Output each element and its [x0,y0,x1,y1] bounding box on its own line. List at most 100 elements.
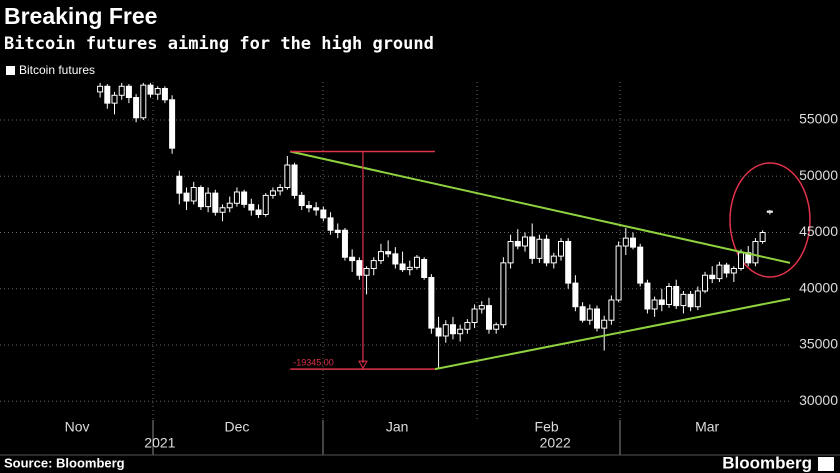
candle-body [320,209,327,219]
candle-body [370,260,377,269]
candle-body [219,207,226,213]
candle-body [673,285,680,307]
candle-body [500,262,507,326]
candle-body [637,246,644,284]
candle-body [608,299,615,321]
candle-body [104,85,111,104]
candle-body [413,256,420,268]
x-tick-label: Mar [695,419,719,435]
x-tick-label: Feb [535,419,559,435]
candle-body [125,85,132,99]
chart-title: Breaking Free [4,3,157,29]
candle-body [298,194,305,207]
x-tick-label: Jan [386,419,409,435]
candle-body [615,245,622,301]
candle-body [428,276,435,329]
candle-body [356,260,363,276]
y-tick-label: 40000 [799,279,838,295]
candle-body [277,187,284,192]
source: Source: Bloomberg [4,455,125,470]
candle-body [385,251,392,255]
candle-body [334,229,341,233]
candle-body [644,282,651,310]
y-tick-label: 30000 [799,392,838,408]
candle-body [327,217,334,231]
candle-body [442,324,449,337]
candle-body [183,192,190,202]
candle-body [738,252,745,269]
chart-subtitle: Bitcoin futures aiming for the high grou… [4,34,434,54]
candle-body [140,84,147,119]
candle-body [284,164,291,189]
candle-body [586,308,593,321]
candle-body [197,187,204,208]
candle-body [363,267,370,276]
y-tick-label: 55000 [799,111,838,127]
candle-body [550,255,557,264]
brand-icon [818,457,834,471]
candle-body [557,240,564,257]
year-label: 2021 [144,435,175,451]
candle-body [521,236,528,247]
candle-body [161,88,168,101]
candle-body [536,238,543,259]
candle-body [658,299,665,305]
candle-body [594,308,601,329]
candle-body [133,97,140,119]
candle-body [730,267,737,274]
candle-body [565,240,572,284]
candle-body [111,94,118,104]
measure-label: -19345.00 [293,357,334,367]
candle-body [694,290,701,308]
candle-body [248,203,255,211]
candle-body [543,238,550,264]
measure-arrow [358,360,368,370]
candle-body [449,324,456,335]
candle-body [457,328,464,335]
candle-body [478,305,485,310]
legend-swatch [6,66,15,75]
legend-label: Bitcoin futures [19,63,95,77]
candle-body [572,282,579,308]
candle-body [485,305,492,330]
candle-body [622,237,629,247]
candle-body [601,319,608,329]
trendline [434,297,791,371]
candle-body [205,192,212,208]
candle-body [529,236,536,259]
candle-body [421,258,428,278]
highlight-circle [729,162,811,278]
candle-body [399,263,406,271]
candle-body [291,164,298,196]
year-dividers [152,420,621,455]
candle-body [702,274,709,292]
candle-body [709,274,716,280]
candle-body [226,202,233,209]
candle-body [666,285,673,305]
candle-body [241,191,248,205]
x-tick-label: Nov [65,419,90,435]
candle-body [766,210,773,213]
candle-body [305,205,312,209]
candle-body [377,251,384,262]
candle-body [651,299,658,310]
y-tick-label: 50000 [799,167,838,183]
year-label: 2022 [540,435,571,451]
candle-body [630,237,637,248]
brand: Bloomberg [722,453,812,472]
candle-body [507,240,514,264]
candle-body [759,231,766,242]
candle-body [687,293,694,308]
candle-body [680,293,687,307]
candle-body [341,229,348,258]
candle-body [313,207,320,211]
candle-body [752,240,759,264]
candle-body [147,84,154,95]
candle-body [169,99,176,149]
candle-body [579,306,586,321]
candle-body [190,187,197,202]
candle-body [435,327,442,337]
y-tick-label: 35000 [799,336,838,352]
